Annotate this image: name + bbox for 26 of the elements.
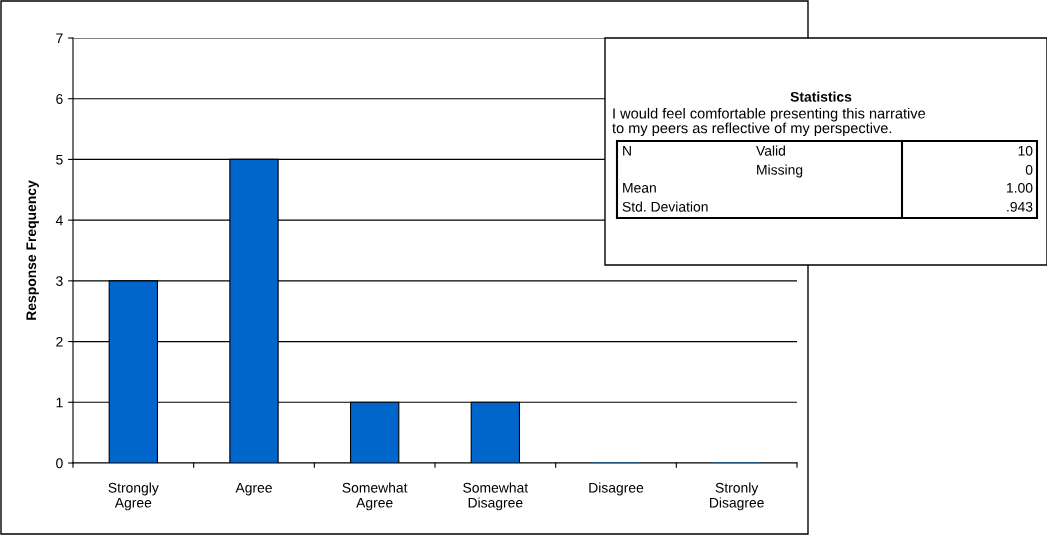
text: 10: [1018, 145, 1033, 156]
x-tick-label: Stronly Disagree: [710, 482, 764, 511]
x-tick-label: Somewhat Disagree: [463, 482, 529, 511]
annotation: N: [623, 146, 631, 156]
x-tick-label: Agree: [235, 482, 272, 496]
y-tick-label: 6: [56, 94, 63, 104]
y-tick-label: 2: [56, 336, 63, 347]
annotation: Valid: [756, 145, 785, 156]
y-axis-title: Response Frequency: [26, 180, 39, 320]
y-tick-label: 1: [56, 397, 63, 408]
y-tick-label: 3: [56, 276, 63, 287]
y-tick-label: 5: [56, 154, 63, 165]
text: .943: [1007, 201, 1033, 212]
annotation: Statistics: [790, 91, 852, 102]
annotation: Std. Deviation: [622, 201, 708, 212]
x-tick-label: Strongly Agree: [108, 482, 159, 511]
y-tick-label: 0: [56, 458, 63, 469]
annotation: Missing: [757, 164, 803, 178]
x-tick-label: Somewhat Agree: [342, 482, 408, 511]
annotation: Mean: [623, 183, 656, 193]
y-tick-label: 4: [55, 215, 63, 226]
annotation: I would feel comfortable presenting this narrative to my peers as reflective of my perspective.: [612, 107, 926, 137]
y-tick-label: 7: [56, 33, 63, 44]
text: 1.00: [1007, 182, 1033, 193]
x-tick-label: Disagree: [589, 482, 644, 496]
text: 0: [1025, 164, 1033, 175]
